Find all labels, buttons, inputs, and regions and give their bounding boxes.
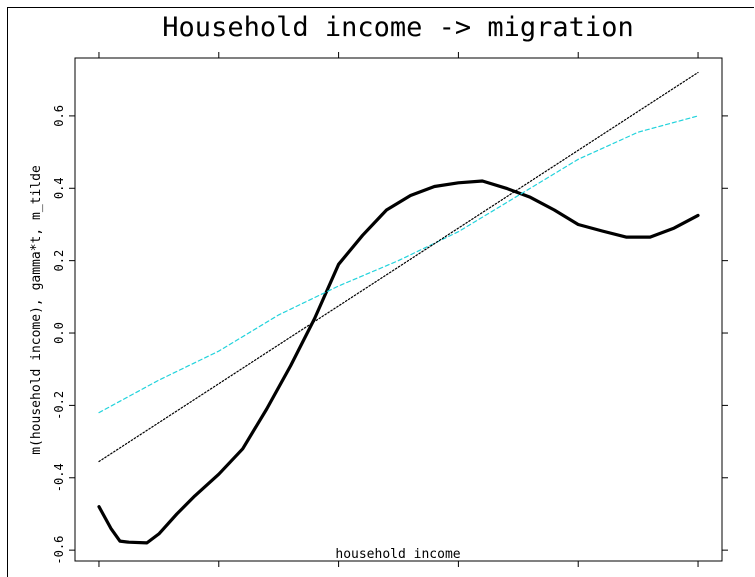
series-line-m (97, 179, 700, 545)
y-tick-label: 0.6 (52, 105, 66, 127)
y-tick-label: 0.4 (52, 177, 66, 199)
axis-ticks: 0.00.20.40.60.81.0-0.6-0.4-0.20.00.20.40… (52, 52, 728, 567)
y-tick-label: 0.2 (52, 250, 66, 272)
y-tick-label: -0.6 (52, 536, 66, 565)
y-tick-label: -0.4 (52, 463, 66, 492)
chart-title: Household income -> migration (162, 12, 633, 43)
y-tick-label: -0.2 (52, 391, 66, 420)
y-tick-label: 0.0 (52, 322, 66, 344)
series-line-gamma-t (98, 71, 699, 463)
series-line-m-tilde (98, 115, 699, 414)
y-axis-label: m(household income), gamma*t, m_tilde (29, 165, 44, 455)
figure-frame (7, 7, 754, 577)
x-axis-label: household income (335, 547, 460, 562)
plot-area (74, 57, 723, 562)
series-group (97, 71, 700, 545)
